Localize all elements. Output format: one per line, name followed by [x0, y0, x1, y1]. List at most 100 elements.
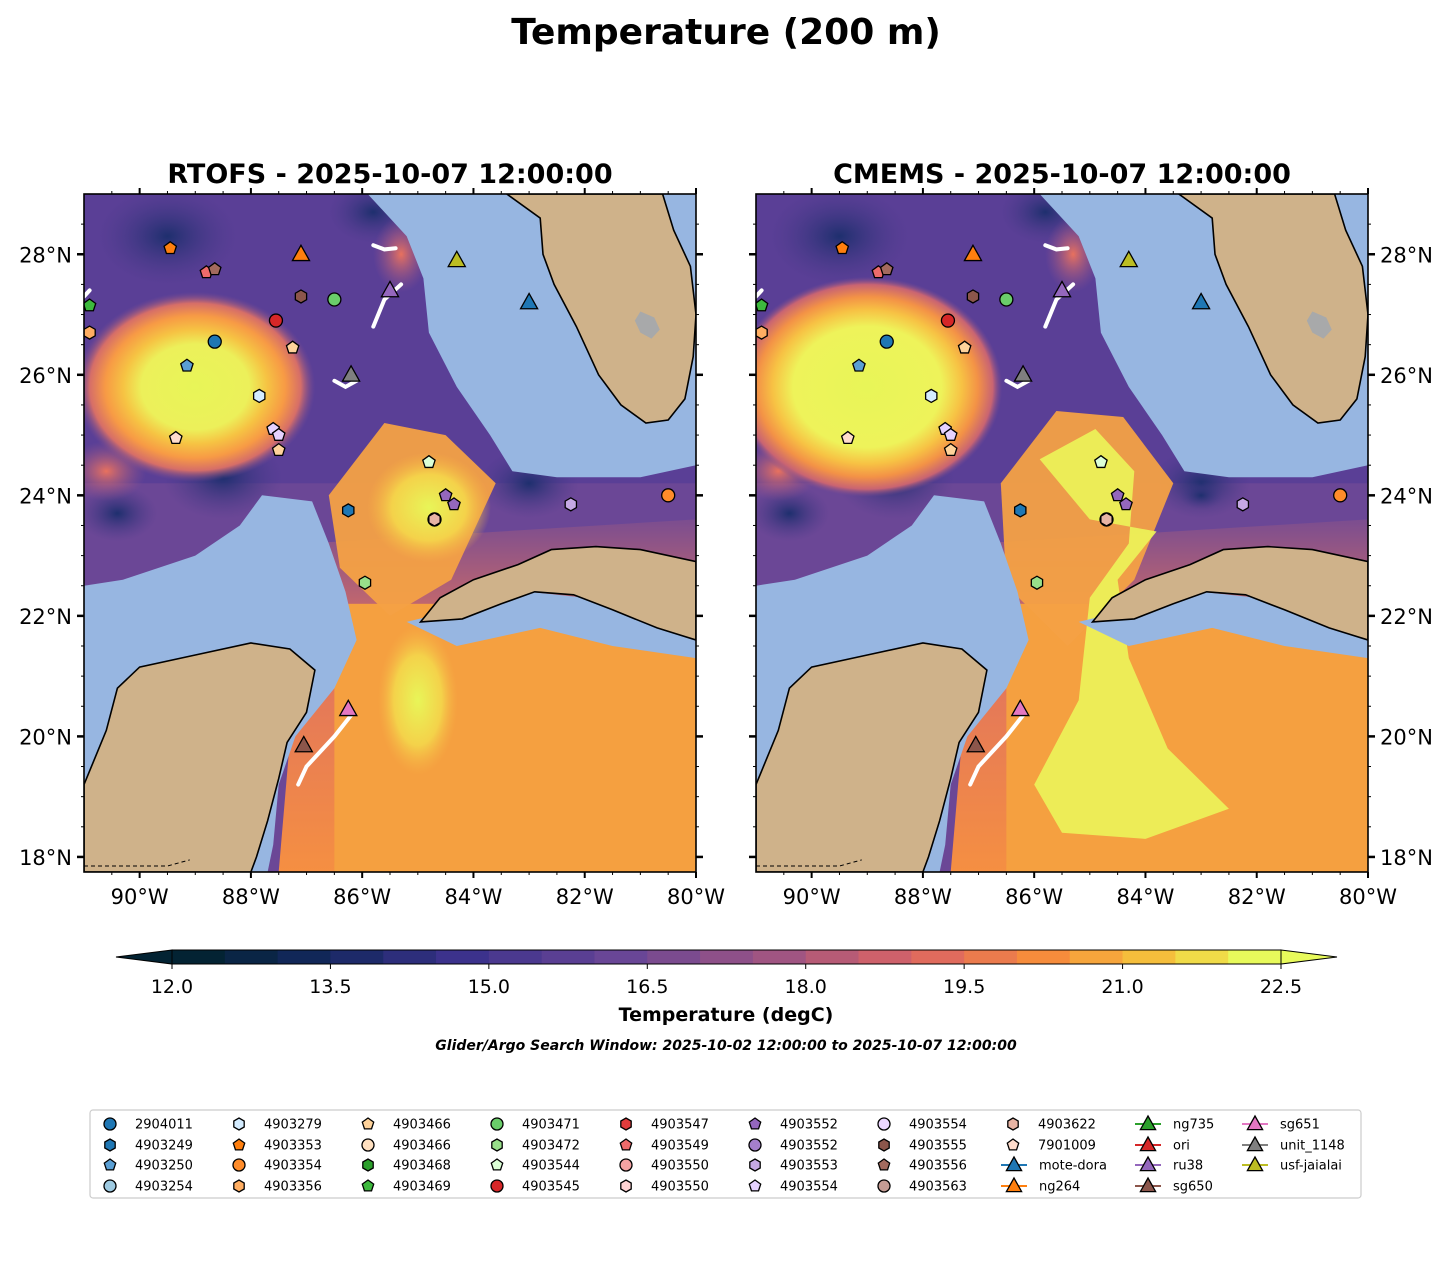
colorbar-bin — [752, 950, 807, 964]
obs-4903553 — [1236, 497, 1250, 512]
obs-4903472 — [358, 575, 372, 590]
colorbar-bin — [594, 950, 648, 964]
glider-mote-dora — [1191, 292, 1211, 310]
glider-sg650 — [294, 735, 314, 753]
legend-marker — [877, 1158, 891, 1171]
legend-item: 4903469 — [361, 1179, 451, 1195]
colorbar-bin — [383, 950, 437, 964]
legend-item: 4903553 — [749, 1158, 838, 1174]
panel-cmems: CMEMS - 2025-10-07 12:00:00 90°W 88°W 86°W 8… — [749, 159, 1433, 909]
legend-label: ng264 — [1039, 1180, 1080, 1195]
legend-label: 4903254 — [135, 1180, 193, 1195]
legend-item: 4903554 — [877, 1117, 967, 1133]
legend-item: usf-jaialai — [1242, 1155, 1342, 1174]
colorbar-tick-label: 12.0 — [151, 976, 193, 998]
lon-tick-label: 90°W — [783, 885, 841, 909]
colorbar-bin — [330, 950, 384, 964]
legend-label: 4903550 — [651, 1180, 709, 1195]
obs-4903622 — [428, 512, 441, 527]
legend-label: 4903549 — [651, 1139, 709, 1154]
legend-label: 4903622 — [1038, 1118, 1096, 1133]
obs-4903622 — [1100, 512, 1113, 527]
obs-4903544 — [1094, 454, 1108, 469]
glider-usf-jaialai — [447, 249, 467, 268]
legend-marker — [620, 1117, 632, 1131]
obs-4903471 — [327, 292, 342, 307]
legend-item: 4903279 — [233, 1117, 322, 1133]
obs-4903554 — [271, 427, 286, 441]
lake-okeechobee — [1306, 311, 1332, 339]
legend-marker — [877, 1117, 891, 1131]
colorbar-extend-high — [1280, 949, 1338, 965]
legend-marker — [748, 1138, 762, 1152]
legend-marker — [103, 1179, 117, 1193]
border-line — [84, 859, 190, 867]
legend-marker — [1005, 1155, 1023, 1172]
lon-tick-label: 84°W — [444, 885, 502, 909]
lon-tick-label: 80°W — [1339, 885, 1397, 909]
legend-label: 2904011 — [135, 1118, 193, 1133]
legend-item: 4903354 — [232, 1158, 322, 1174]
panel-title-cmems: CMEMS - 2025-10-07 12:00:00 — [833, 159, 1291, 190]
lon-tick-label: 86°W — [1005, 885, 1063, 909]
lon-tick-label: 86°W — [333, 885, 391, 909]
obs-2904011 — [879, 334, 894, 349]
obs-4903544 — [422, 454, 436, 469]
obs-4903552 — [438, 488, 453, 502]
legend-item: 4903547 — [620, 1117, 709, 1133]
legend-marker — [1139, 1176, 1157, 1193]
glider-unit_1148 — [341, 364, 361, 382]
map-rtofs: 90°W 88°W 86°W 84°W 82°W 80°W 18°N 20°N 22°N 24°N… — [19, 188, 725, 909]
glider-track — [1004, 378, 1031, 390]
colorbar-bin — [277, 950, 332, 964]
legend-marker — [620, 1179, 632, 1193]
colorbar-bin — [858, 950, 912, 964]
colorbar-bin — [1016, 950, 1071, 964]
legend-label: 4903545 — [522, 1180, 580, 1195]
land-yucatan — [84, 642, 316, 872]
lat-tick-label: 24°N — [1380, 484, 1433, 508]
legend-item: 4903544 — [490, 1158, 580, 1174]
obs-4903555 — [294, 289, 308, 304]
legend-item: 4903563 — [877, 1179, 967, 1195]
glider-unit_1148 — [1013, 364, 1033, 382]
legend-label: 4903249 — [135, 1139, 193, 1154]
colorbar-tick-label: 15.0 — [468, 976, 510, 998]
obs-4903553 — [564, 497, 578, 512]
legend-marker — [104, 1138, 116, 1152]
glider-track — [968, 713, 1026, 787]
lat-tick-label: 28°N — [1380, 243, 1433, 267]
legend-label: ru38 — [1173, 1159, 1203, 1174]
legend-label: 4903353 — [264, 1139, 322, 1154]
border-line — [756, 859, 862, 867]
lat-tick-label: 28°N — [19, 243, 72, 267]
legend-marker — [619, 1158, 633, 1172]
legend-marker — [1246, 1155, 1264, 1172]
legend-item: 4903552 — [748, 1117, 838, 1133]
legend-label: sg650 — [1173, 1180, 1213, 1195]
legend-marker — [1007, 1117, 1019, 1131]
lat-tick-label: 20°N — [19, 725, 72, 749]
legend: 2904011 4903249 4903250 4903254 4903279 49033… — [89, 1109, 1362, 1199]
glider-mote-dora — [519, 292, 539, 310]
legend-item: mote-dora — [1001, 1155, 1107, 1174]
glider-track — [371, 243, 398, 252]
colorbar-frame — [171, 949, 1282, 965]
land-cuba — [418, 545, 696, 641]
legend-label: mote-dora — [1039, 1159, 1107, 1174]
obs-4903353 — [835, 240, 850, 255]
legend-item: 4903250 — [103, 1158, 193, 1174]
obs-4903356 — [756, 325, 768, 340]
obs-4903466 — [271, 442, 286, 457]
legend-label: 4903555 — [909, 1139, 967, 1154]
temperature-field — [84, 194, 696, 872]
legend-label: 4903556 — [909, 1159, 967, 1174]
colorbar-tick-label: 22.5 — [1260, 976, 1302, 998]
legend-item: 4903549 — [619, 1138, 709, 1154]
legend-marker — [361, 1117, 375, 1130]
legend-item: 4903472 — [491, 1138, 580, 1154]
legend-marker — [232, 1138, 246, 1151]
glider-track — [1043, 282, 1076, 329]
legend-marker — [1139, 1135, 1157, 1152]
obs-4903556 — [207, 262, 222, 276]
